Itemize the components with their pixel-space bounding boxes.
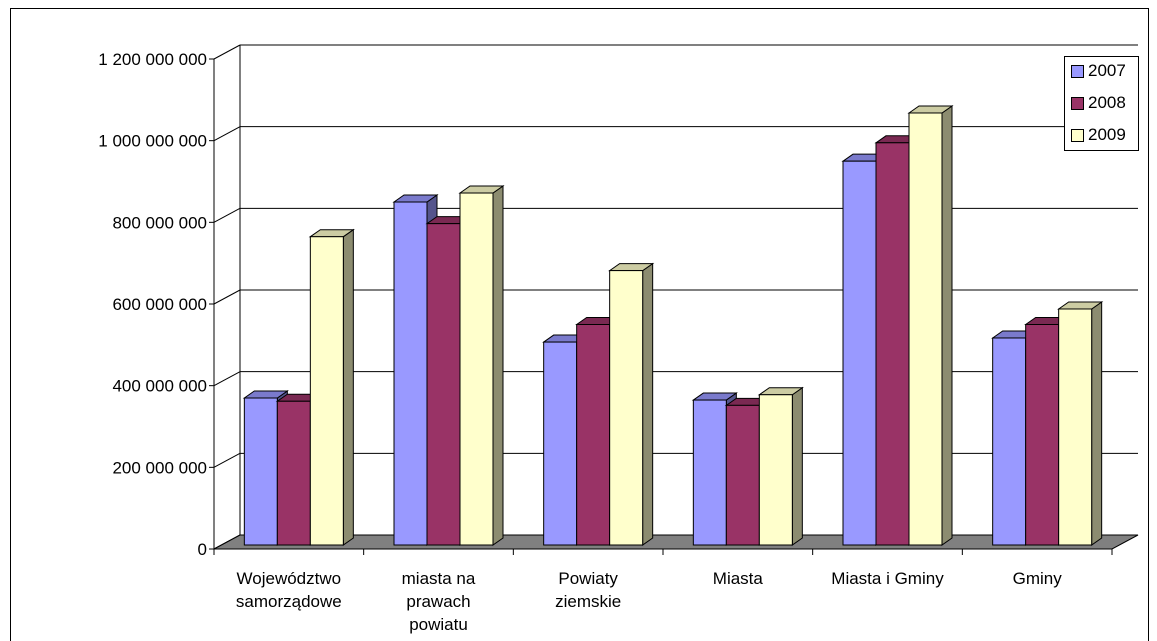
- x-tick-label: miasta na: [402, 569, 476, 588]
- legend: 2007 2008 2009: [1064, 56, 1139, 151]
- legend-item-2008: 2008: [1071, 93, 1126, 113]
- bar-2009: [908, 112, 943, 546]
- bar-2008: [875, 142, 910, 546]
- x-tick-label: Powiaty: [558, 569, 618, 588]
- y-tick-label: 800 000 000: [112, 213, 207, 232]
- bar-2009: [609, 270, 644, 546]
- gridline-side: [213, 207, 241, 223]
- bar-2007: [692, 399, 727, 546]
- y-tick-label: 400 000 000: [112, 377, 207, 396]
- legend-label-2008: 2008: [1088, 93, 1126, 112]
- x-tick-label: prawach: [406, 592, 470, 611]
- x-tick-label: ziemskie: [555, 592, 621, 611]
- bar-2009: [309, 236, 344, 546]
- legend-label-2007: 2007: [1088, 61, 1126, 80]
- x-tick-label: Województwo: [237, 569, 342, 588]
- bar-2007: [992, 337, 1027, 546]
- gridline-side: [213, 289, 241, 305]
- y-tick-label: 1 000 000 000: [98, 132, 207, 151]
- bar-2008: [576, 324, 611, 546]
- y-tick-label: 0: [198, 540, 207, 559]
- bar-2007: [243, 397, 278, 546]
- bar-2009: [758, 394, 793, 546]
- gridline-side: [213, 126, 241, 142]
- bar-side-2009: [342, 228, 354, 546]
- bar-2009: [459, 192, 494, 546]
- gridline-side: [213, 371, 241, 387]
- bar-2007: [543, 341, 578, 546]
- bar-2008: [725, 404, 760, 546]
- legend-item-2009: 2009: [1071, 125, 1126, 145]
- legend-swatch-2009: [1071, 128, 1084, 142]
- x-tick-label: samorządowe: [236, 592, 342, 611]
- y-tick-label: 600 000 000: [112, 295, 207, 314]
- legend-swatch-2008: [1071, 96, 1084, 110]
- legend-label-2009: 2009: [1088, 125, 1126, 144]
- x-tick-label: Gminy: [1013, 569, 1063, 588]
- bar-side-2009: [642, 262, 654, 546]
- bar-side-2009: [791, 386, 803, 546]
- x-tick-label: Miasta: [713, 569, 764, 588]
- bar-2007: [842, 160, 877, 546]
- gridline-side: [213, 452, 241, 468]
- bar-side-2009: [1091, 301, 1103, 546]
- bar-2008: [426, 223, 461, 546]
- bar-side-2009: [492, 185, 504, 546]
- bar-2009: [1058, 308, 1093, 546]
- legend-item-2007: 2007: [1071, 61, 1126, 81]
- y-tick-label: 1 200 000 000: [98, 50, 207, 69]
- bar-side-2009: [941, 105, 953, 546]
- y-tick-label: 200 000 000: [112, 458, 207, 477]
- gridline-side: [213, 44, 241, 60]
- bar-2008: [1025, 324, 1060, 546]
- chart-frame: [10, 8, 1149, 641]
- bar-2007: [393, 201, 428, 546]
- legend-swatch-2007: [1071, 64, 1084, 78]
- x-tick-label: powiatu: [409, 615, 468, 634]
- bar-2008: [276, 400, 311, 546]
- x-tick-label: Miasta i Gminy: [831, 569, 944, 588]
